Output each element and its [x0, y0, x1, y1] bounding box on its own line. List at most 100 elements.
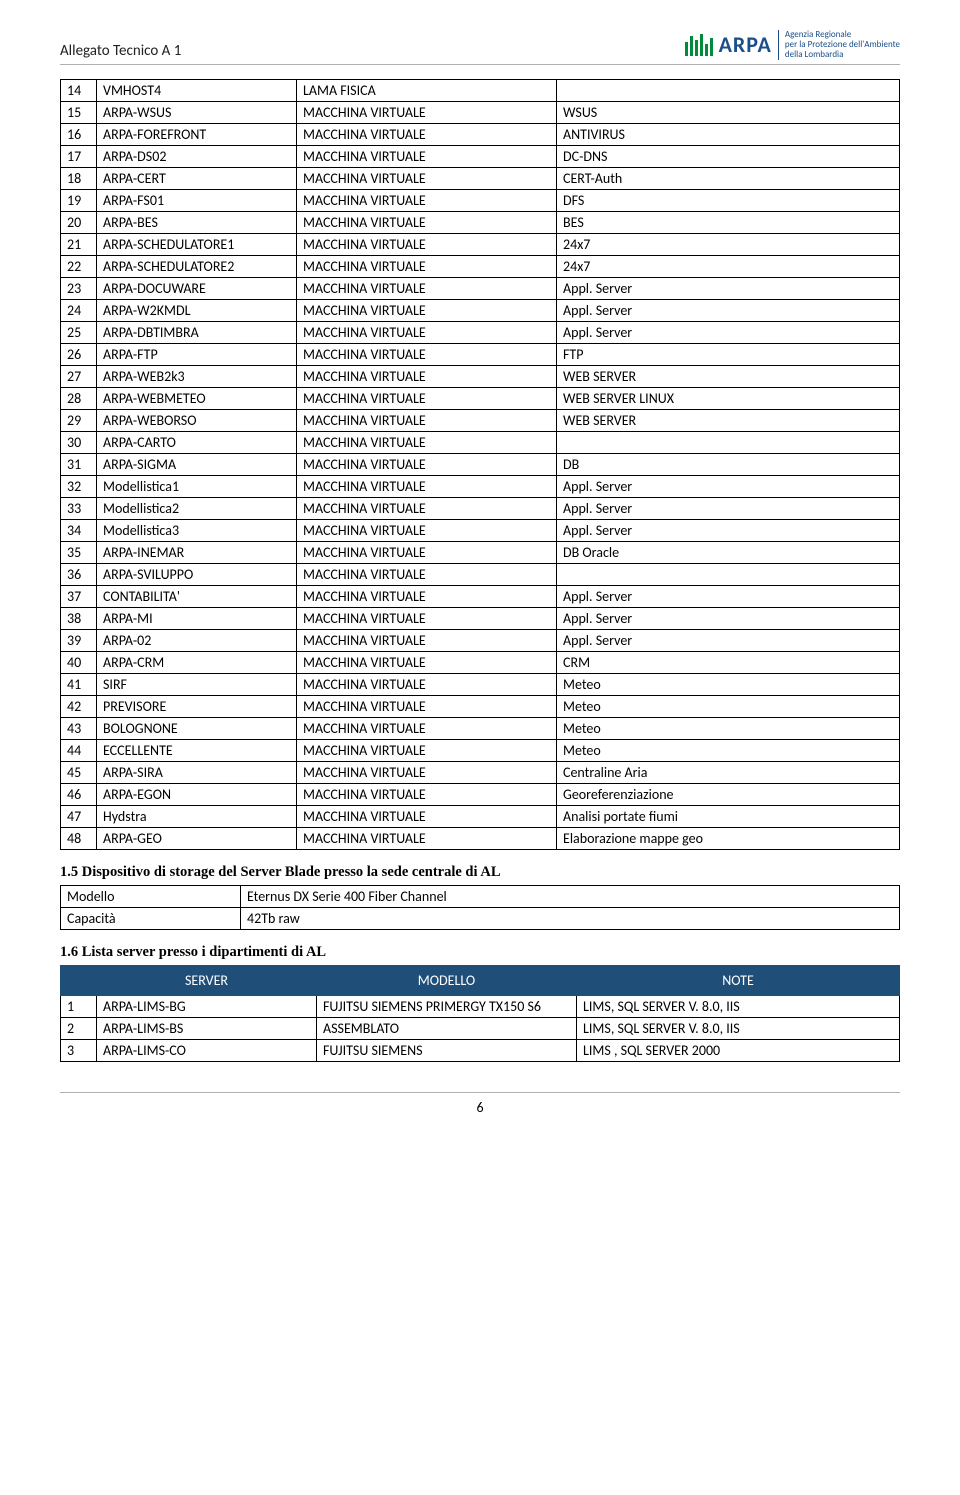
- table-cell: 18: [61, 167, 97, 189]
- table-cell: MACCHINA VIRTUALE: [297, 585, 557, 607]
- table-cell: MACCHINA VIRTUALE: [297, 717, 557, 739]
- table-cell: ARPA-LIMS-BS: [97, 1017, 317, 1039]
- table-cell: Centraline Aria: [557, 761, 900, 783]
- table-cell: ARPA-LIMS-BG: [97, 995, 317, 1017]
- table-cell: ARPA-DBTIMBRA: [97, 321, 297, 343]
- table-cell: BES: [557, 211, 900, 233]
- table-cell: ARPA-W2KMDL: [97, 299, 297, 321]
- table-cell: 23: [61, 277, 97, 299]
- table-cell: MACCHINA VIRTUALE: [297, 519, 557, 541]
- table-row: 31ARPA-SIGMAMACCHINA VIRTUALEDB: [61, 453, 900, 475]
- table-cell: MACCHINA VIRTUALE: [297, 805, 557, 827]
- table-cell: 30: [61, 431, 97, 453]
- storage-table: ModelloEternus DX Serie 400 Fiber Channe…: [60, 885, 900, 930]
- table-cell: ARPA-BES: [97, 211, 297, 233]
- table-cell: MACCHINA VIRTUALE: [297, 739, 557, 761]
- table-cell: Appl. Server: [557, 475, 900, 497]
- table-row: 29ARPA-WEBORSOMACCHINA VIRTUALEWEB SERVE…: [61, 409, 900, 431]
- table-row: Capacità42Tb raw: [61, 907, 900, 929]
- table-cell: Appl. Server: [557, 321, 900, 343]
- table-cell: 41: [61, 673, 97, 695]
- table-cell: 26: [61, 343, 97, 365]
- table-cell: Appl. Server: [557, 519, 900, 541]
- table-cell: Meteo: [557, 673, 900, 695]
- table-cell: MACCHINA VIRTUALE: [297, 695, 557, 717]
- table-row: 15ARPA-WSUSMACCHINA VIRTUALEWSUS: [61, 101, 900, 123]
- table-cell: ARPA-INEMAR: [97, 541, 297, 563]
- table-cell: DB: [557, 453, 900, 475]
- table-cell: MACCHINA VIRTUALE: [297, 783, 557, 805]
- dipartimenti-server-table: SERVERMODELLONOTE1ARPA-LIMS-BGFUJITSU SI…: [60, 965, 900, 1062]
- table-cell: DFS: [557, 189, 900, 211]
- table-cell: MACCHINA VIRTUALE: [297, 123, 557, 145]
- table-cell: ANTIVIRUS: [557, 123, 900, 145]
- table-cell: Appl. Server: [557, 585, 900, 607]
- table-cell: Hydstra: [97, 805, 297, 827]
- table-cell: 24: [61, 299, 97, 321]
- table-cell: 42Tb raw: [241, 907, 900, 929]
- table-cell: Appl. Server: [557, 607, 900, 629]
- table-cell: DB Oracle: [557, 541, 900, 563]
- table-cell: LIMS, SQL SERVER V. 8.0, IIS: [577, 1017, 900, 1039]
- table-cell: ARPA-CRM: [97, 651, 297, 673]
- table-row: 47HydstraMACCHINA VIRTUALEAnalisi portat…: [61, 805, 900, 827]
- table-cell: CONTABILITA': [97, 585, 297, 607]
- table-cell: 45: [61, 761, 97, 783]
- table-cell: FUJITSU SIEMENS PRIMERGY TX150 S6: [317, 995, 577, 1017]
- table-cell: 39: [61, 629, 97, 651]
- table-header-cell: NOTE: [577, 965, 900, 995]
- table-cell: Appl. Server: [557, 299, 900, 321]
- table-cell: 36: [61, 563, 97, 585]
- table-cell: SIRF: [97, 673, 297, 695]
- table-row: 34Modellistica3MACCHINA VIRTUALEAppl. Se…: [61, 519, 900, 541]
- table-cell: 42: [61, 695, 97, 717]
- table-header-row: SERVERMODELLONOTE: [61, 965, 900, 995]
- table-cell: MACCHINA VIRTUALE: [297, 453, 557, 475]
- table-cell: 37: [61, 585, 97, 607]
- table-cell: 3: [61, 1039, 97, 1061]
- table-cell: 31: [61, 453, 97, 475]
- table-cell: Georeferenziazione: [557, 783, 900, 805]
- table-row: 18ARPA-CERTMACCHINA VIRTUALECERT-Auth: [61, 167, 900, 189]
- table-row: 25ARPA-DBTIMBRAMACCHINA VIRTUALEAppl. Se…: [61, 321, 900, 343]
- table-cell: ARPA-GEO: [97, 827, 297, 849]
- table-cell: BOLOGNONE: [97, 717, 297, 739]
- table-cell: ARPA-SCHEDULATORE1: [97, 233, 297, 255]
- table-row: 43BOLOGNONEMACCHINA VIRTUALEMeteo: [61, 717, 900, 739]
- table-cell: MACCHINA VIRTUALE: [297, 387, 557, 409]
- table-cell: ARPA-MI: [97, 607, 297, 629]
- table-cell: MACCHINA VIRTUALE: [297, 651, 557, 673]
- table-cell: 46: [61, 783, 97, 805]
- table-cell: MACCHINA VIRTUALE: [297, 255, 557, 277]
- table-row: 35ARPA-INEMARMACCHINA VIRTUALEDB Oracle: [61, 541, 900, 563]
- table-cell: MACCHINA VIRTUALE: [297, 607, 557, 629]
- table-cell: DC-DNS: [557, 145, 900, 167]
- table-cell: MACCHINA VIRTUALE: [297, 563, 557, 585]
- table-cell: CRM: [557, 651, 900, 673]
- table-cell: MACCHINA VIRTUALE: [297, 673, 557, 695]
- table-cell: Appl. Server: [557, 629, 900, 651]
- page-number: 6: [60, 1092, 900, 1116]
- table-row: 19ARPA-FS01MACCHINA VIRTUALEDFS: [61, 189, 900, 211]
- table-cell: WEB SERVER: [557, 365, 900, 387]
- table-cell: MACCHINA VIRTUALE: [297, 145, 557, 167]
- table-cell: Modellistica1: [97, 475, 297, 497]
- table-cell: MACCHINA VIRTUALE: [297, 211, 557, 233]
- table-cell: VMHOST4: [97, 79, 297, 101]
- table-row: 46ARPA-EGONMACCHINA VIRTUALEGeoreferenzi…: [61, 783, 900, 805]
- section-1-5-heading: 1.5 Dispositivo di storage del Server Bl…: [60, 864, 900, 881]
- table-cell: 19: [61, 189, 97, 211]
- table-cell: 32: [61, 475, 97, 497]
- table-cell: ARPA-DS02: [97, 145, 297, 167]
- table-cell: Modello: [61, 885, 241, 907]
- table-cell: Capacità: [61, 907, 241, 929]
- table-row: 36ARPA-SVILUPPOMACCHINA VIRTUALE: [61, 563, 900, 585]
- table-header-cell: SERVER: [97, 965, 317, 995]
- table-row: 30ARPA-CARTOMACCHINA VIRTUALE: [61, 431, 900, 453]
- table-row: 17ARPA-DS02MACCHINA VIRTUALEDC-DNS: [61, 145, 900, 167]
- table-cell: ARPA-SVILUPPO: [97, 563, 297, 585]
- table-cell: ASSEMBLATO: [317, 1017, 577, 1039]
- table-cell: ARPA-FTP: [97, 343, 297, 365]
- table-row: 28ARPA-WEBMETEOMACCHINA VIRTUALEWEB SERV…: [61, 387, 900, 409]
- table-cell: MACCHINA VIRTUALE: [297, 629, 557, 651]
